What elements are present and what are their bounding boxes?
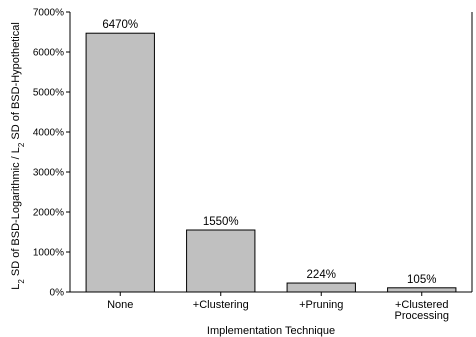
bar [286, 282, 356, 293]
bar-value-label: 224% [307, 269, 336, 281]
y-tick-label: 1000% [33, 248, 64, 259]
bars [85, 32, 457, 293]
x-category-label: None [107, 299, 133, 311]
bar-value-label: 105% [407, 274, 436, 286]
y-tick-label: 2000% [33, 208, 64, 219]
y-tick-label: 7000% [33, 8, 64, 19]
bar-value-label: 6470% [102, 19, 138, 31]
y-tick-label: 4000% [33, 128, 64, 139]
y-tick-label: 3000% [33, 168, 64, 179]
x-category-label: +Clustered Processing [395, 299, 449, 322]
x-axis-title: Implementation Technique [207, 325, 335, 337]
bar [387, 287, 457, 293]
x-axis-category-labels: None +Clustering +Pruning +Clustered Process… [107, 292, 449, 322]
x-category-label: +Pruning [299, 299, 343, 311]
y-tick-label: 0% [50, 288, 65, 299]
bar-value-labels: 6470% 1550% 224% 105% [102, 19, 436, 286]
y-tick-label: 6000% [33, 48, 64, 59]
bar [85, 32, 155, 293]
x-category-label: +Clustering [193, 299, 249, 311]
bar [186, 229, 256, 293]
y-axis-ticks: 0% 1000% 2000% 3000% 4000% 5000% 6000% 7000% [33, 8, 70, 299]
y-axis-title: L2 SD of BSD-Logarithmic / L2 SD of BSD-… [10, 22, 26, 290]
y-tick-label: 5000% [33, 88, 64, 99]
bar-value-label: 1550% [203, 216, 239, 228]
